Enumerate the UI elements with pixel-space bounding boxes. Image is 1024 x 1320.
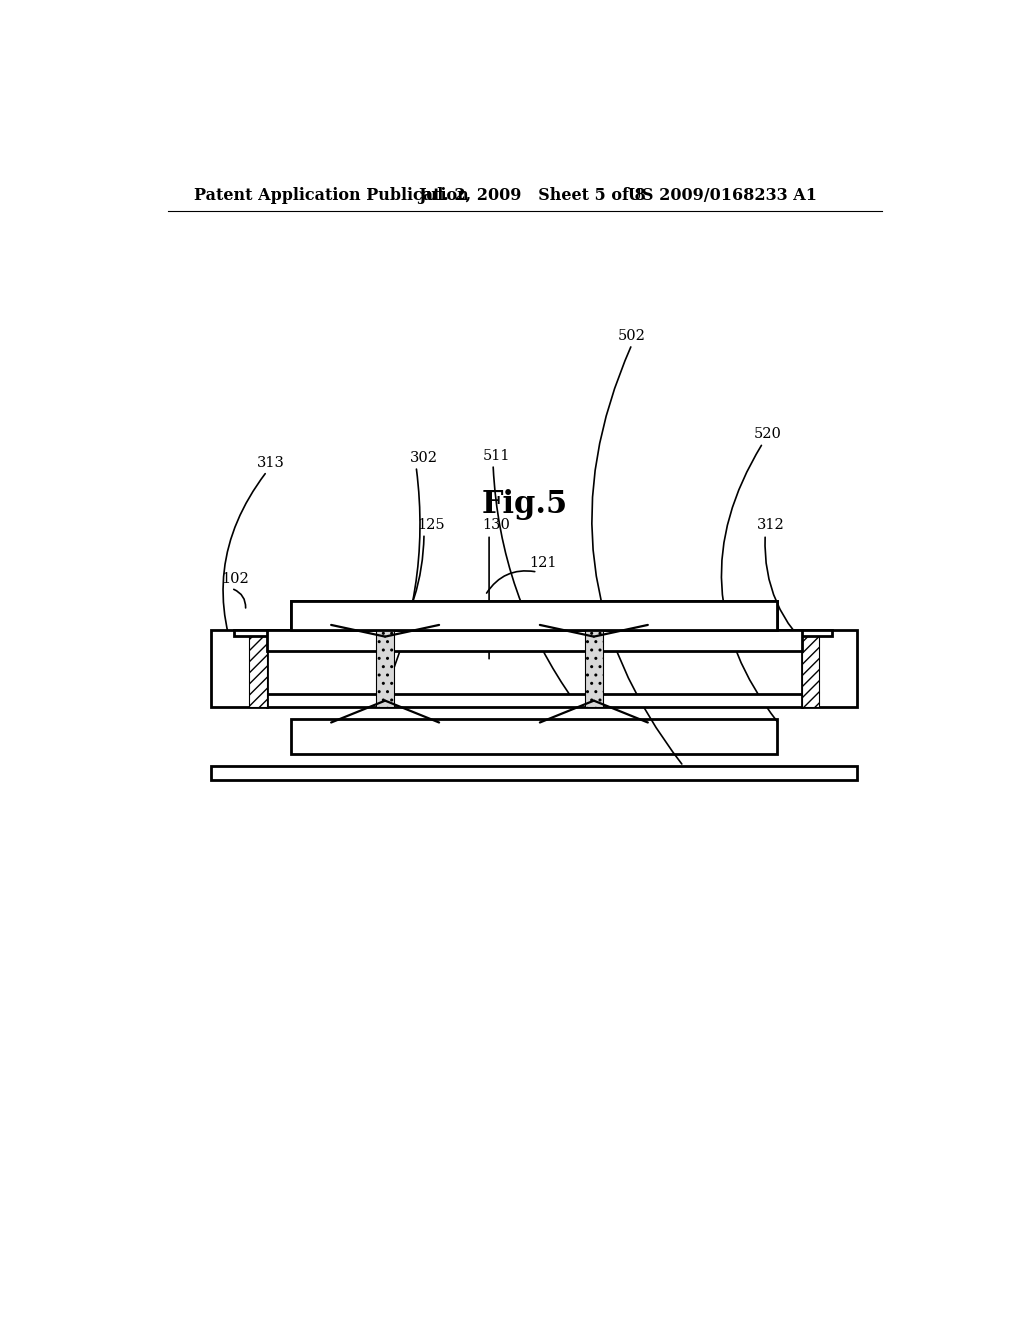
Text: 302: 302 xyxy=(410,451,437,466)
Bar xyxy=(291,719,777,754)
Bar xyxy=(250,630,267,708)
Bar xyxy=(211,630,267,708)
Text: US 2009/0168233 A1: US 2009/0168233 A1 xyxy=(628,187,817,205)
Text: 125: 125 xyxy=(418,519,445,532)
Bar xyxy=(211,766,856,780)
Bar xyxy=(777,630,831,636)
Bar xyxy=(802,630,856,708)
Bar xyxy=(267,630,802,643)
Bar xyxy=(267,630,802,651)
Text: Fig.5: Fig.5 xyxy=(481,490,568,520)
Text: 102: 102 xyxy=(221,573,250,586)
Bar xyxy=(376,630,394,708)
Text: 502: 502 xyxy=(617,330,645,343)
Text: Jul. 2, 2009   Sheet 5 of 8: Jul. 2, 2009 Sheet 5 of 8 xyxy=(418,187,645,205)
Text: 130: 130 xyxy=(482,519,510,532)
Text: 312: 312 xyxy=(757,519,784,532)
Text: 511: 511 xyxy=(482,449,510,463)
Bar xyxy=(291,601,777,630)
Bar xyxy=(585,630,603,708)
Text: 313: 313 xyxy=(257,457,285,470)
Bar xyxy=(233,630,291,636)
Bar xyxy=(802,630,819,708)
Text: Patent Application Publication: Patent Application Publication xyxy=(194,187,469,205)
Text: 520: 520 xyxy=(754,426,781,441)
Bar xyxy=(291,601,777,630)
Text: 121: 121 xyxy=(528,556,556,570)
Bar xyxy=(267,694,802,708)
